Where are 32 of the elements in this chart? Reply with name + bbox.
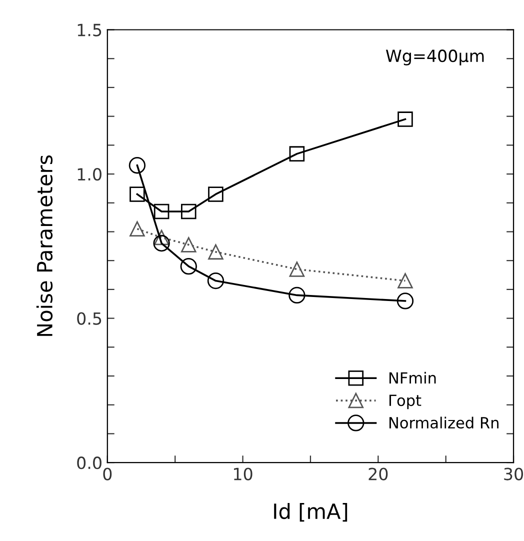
point: [181, 204, 196, 220]
x-tick-label: 20: [368, 468, 388, 480]
point: [207, 272, 224, 290]
point: [128, 157, 146, 174]
point: [289, 262, 305, 277]
x-tick-label: 0: [103, 468, 112, 480]
y-tick-label: 0.5: [77, 312, 102, 325]
x-axis-title: Id [mA]: [274, 502, 348, 522]
point: [208, 244, 224, 260]
point: [130, 221, 145, 236]
y-axis-title: Noise Parameters: [36, 155, 53, 336]
x-tick-label: 10: [234, 468, 252, 480]
point: [208, 186, 224, 202]
legend-label: Γopt: [389, 394, 422, 410]
point: [180, 258, 197, 275]
point: [154, 230, 170, 246]
legend-label: NFmin: [389, 372, 436, 384]
point: [154, 204, 170, 220]
point: [153, 234, 170, 252]
y-tick-label: 1.5: [78, 24, 102, 36]
point: [288, 286, 306, 304]
point: [398, 273, 413, 288]
point: [396, 292, 414, 310]
annotation: Wg=400μm: [386, 50, 484, 66]
point: [398, 112, 413, 127]
point: [289, 146, 305, 162]
legend-label: Normalized Rn: [389, 416, 498, 429]
y-tick-label: 0.0: [77, 456, 102, 470]
point: [130, 186, 145, 202]
point: [181, 237, 196, 252]
x-tick-label: 30: [504, 468, 524, 480]
y-tick-label: 1.0: [78, 168, 102, 181]
